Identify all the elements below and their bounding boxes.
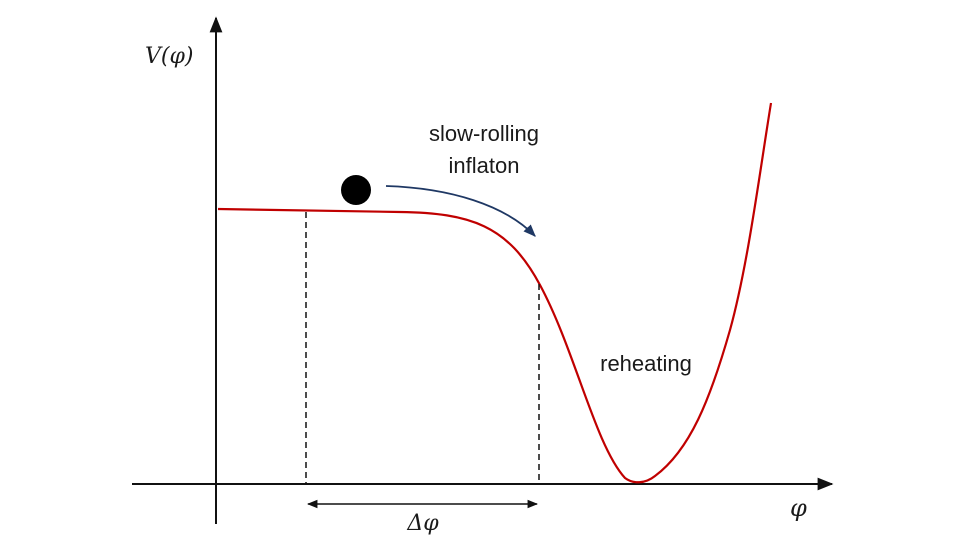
slow-roll-arrow: [385, 185, 536, 237]
inflaton-ball: [341, 175, 371, 205]
delta-phi-label: Δφ: [406, 511, 439, 536]
y-axis-label: V(φ): [145, 44, 193, 69]
potential-curve: [217, 102, 773, 484]
inflaton-label: inflaton: [449, 153, 520, 178]
x-axis-label: φ: [790, 494, 807, 522]
slow-rolling-label: slow-rolling: [429, 121, 539, 146]
reheating-label: reheating: [600, 351, 692, 376]
